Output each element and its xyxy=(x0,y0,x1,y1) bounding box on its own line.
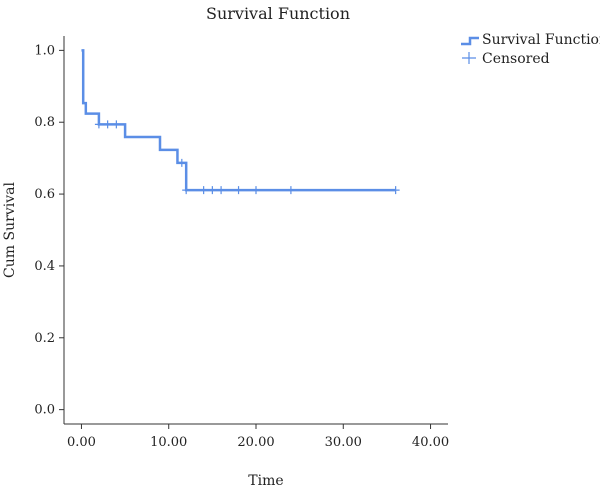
censored-marker xyxy=(177,158,186,167)
y-tick-label: 0.4 xyxy=(34,259,55,274)
y-axis-label: Cum Survival xyxy=(2,182,18,278)
censored-marker xyxy=(94,120,103,129)
y-tick-label: 1.0 xyxy=(34,43,55,58)
chart-title: Survival Function xyxy=(206,4,350,23)
y-tick-label: 0.8 xyxy=(34,115,55,130)
x-tick-label: 0.00 xyxy=(67,435,96,450)
legend-step-symbol xyxy=(461,36,479,46)
censored-marker xyxy=(112,120,121,129)
x-tick-label: 10.00 xyxy=(150,435,187,450)
censored-marker xyxy=(252,186,260,195)
legend: Survival Function Censored xyxy=(461,32,600,67)
legend-censored: Censored xyxy=(462,51,550,67)
censored-marker xyxy=(286,186,295,195)
legend-label-survival-function: Survival Function xyxy=(482,32,600,48)
plot-area xyxy=(81,49,400,195)
censored-marker xyxy=(391,186,400,195)
y-axis-ticks: 0.0 0.2 0.4 0.6 0.8 1.0 xyxy=(34,43,64,418)
censored-marker xyxy=(234,186,243,195)
x-tick-label: 30.00 xyxy=(325,435,362,450)
y-tick-label: 0.2 xyxy=(34,331,55,346)
censored-marker xyxy=(199,186,208,195)
x-tick-label: 40.00 xyxy=(412,435,449,450)
y-tick-label: 0.6 xyxy=(34,187,55,202)
x-tick-label: 20.00 xyxy=(237,435,274,450)
censored-marker xyxy=(208,186,217,195)
censored-marker xyxy=(182,186,191,195)
legend-label-censored: Censored xyxy=(482,51,550,67)
censored-marker xyxy=(217,186,226,195)
censored-marker xyxy=(103,120,112,129)
legend-survival-function: Survival Function xyxy=(461,32,600,48)
survival-function-line xyxy=(81,49,396,192)
legend-plus-symbol xyxy=(462,52,476,64)
x-axis-label: Time xyxy=(248,473,283,489)
y-tick-label: 0.0 xyxy=(34,403,55,418)
x-axis-ticks: 0.00 10.00 20.00 30.00 40.00 xyxy=(67,424,449,450)
